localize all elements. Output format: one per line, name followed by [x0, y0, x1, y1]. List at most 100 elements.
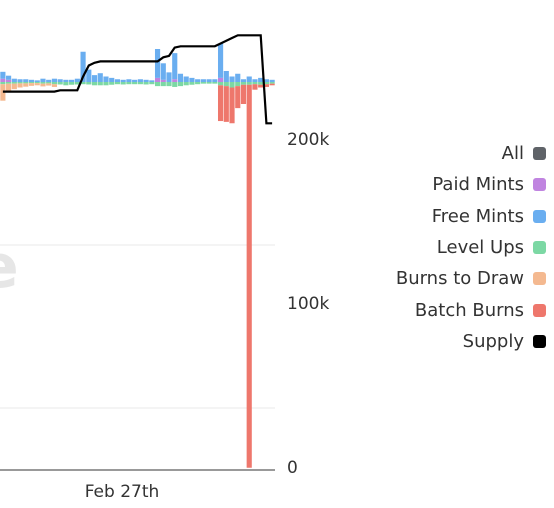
bar-free-mints	[177, 73, 184, 82]
bar-free-mints	[143, 79, 149, 82]
bar-free-mints	[263, 79, 269, 82]
legend-label: Level Ups	[436, 237, 524, 259]
bar-free-mints	[229, 76, 235, 82]
bar-free-mints	[206, 79, 212, 82]
bar-level-ups	[183, 82, 189, 86]
bar-free-mints	[114, 79, 121, 82]
bar-level-ups	[132, 82, 138, 85]
bar-free-mints	[160, 63, 166, 80]
bar-free-mints	[223, 71, 229, 82]
y-tick-label: 200k	[287, 130, 329, 150]
bar-level-ups	[40, 82, 46, 84]
bar-level-ups	[6, 82, 12, 84]
supply-line	[2, 34, 273, 125]
bar-paid-mints	[172, 79, 178, 82]
legend-item[interactable]: Free Mints	[306, 201, 546, 232]
y-tick-label: 100k	[287, 294, 329, 314]
bar-level-ups	[269, 82, 275, 84]
bar-free-mints	[132, 79, 138, 82]
legend-item[interactable]: Level Ups	[306, 232, 546, 263]
bar-free-mints	[46, 79, 52, 82]
bar-paid-mints	[217, 77, 224, 82]
bar-level-ups	[17, 82, 23, 84]
bar-batch-burns	[235, 86, 241, 109]
legend-item[interactable]: Burns to Draw	[306, 263, 546, 294]
bar-level-ups	[103, 82, 109, 86]
bar-free-mints	[91, 75, 98, 82]
bar-level-ups	[235, 82, 241, 87]
bar-level-ups	[217, 82, 224, 86]
bar-level-ups	[74, 82, 80, 85]
bar-free-mints	[120, 79, 126, 82]
y-tick-label: 0	[287, 458, 298, 478]
bar-level-ups	[252, 82, 258, 85]
bar-free-mints	[166, 72, 172, 82]
bar-level-ups	[263, 82, 269, 85]
bar-level-ups	[109, 82, 115, 85]
bar-level-ups	[126, 82, 132, 85]
bar-level-ups	[229, 82, 235, 88]
bar-batch-burns	[258, 84, 264, 88]
bar-burns-to-draw	[28, 83, 35, 86]
bar-free-mints	[137, 79, 143, 82]
bar-burns-to-draw	[46, 83, 52, 86]
bar-free-mints	[86, 69, 92, 82]
bar-free-mints	[172, 53, 178, 80]
legend-label: All	[501, 143, 524, 165]
bar-free-mints	[240, 79, 247, 82]
bar-batch-burns	[229, 87, 235, 124]
bar-free-mints	[74, 78, 80, 82]
legend-item[interactable]: Batch Burns	[306, 294, 546, 325]
bar-level-ups	[172, 82, 178, 87]
legend-swatch	[533, 178, 546, 192]
watermark-text: e	[0, 232, 19, 302]
bar-free-mints	[109, 77, 115, 82]
legend-item[interactable]: Paid Mints	[306, 169, 546, 200]
legend-label: Free Mints	[431, 205, 524, 227]
bar-free-mints	[246, 76, 252, 82]
bar-level-ups	[86, 82, 92, 85]
legend-swatch	[533, 209, 546, 223]
bar-free-mints	[40, 78, 46, 82]
bar-batch-burns	[217, 85, 224, 122]
axes-layer: 200k 100k 0 Feb 27th	[0, 130, 329, 502]
legend-label: Batch Burns	[414, 299, 524, 321]
bar-free-mints	[63, 79, 69, 82]
bar-level-ups	[246, 82, 252, 85]
bar-burns-to-draw	[40, 83, 46, 87]
bar-batch-burns	[269, 83, 275, 86]
legend-label: Burns to Draw	[395, 268, 524, 290]
bar-level-ups	[57, 82, 63, 85]
bar-paid-mints	[160, 79, 166, 82]
bar-free-mints	[195, 79, 201, 82]
bar-batch-burns	[246, 84, 252, 468]
bar-free-mints	[80, 51, 86, 82]
bar-burns-to-draw	[6, 83, 12, 92]
bar-free-mints	[34, 80, 40, 82]
legend-item[interactable]: All	[306, 138, 546, 169]
bar-level-ups	[189, 82, 195, 85]
bar-free-mints	[6, 75, 12, 80]
legend-swatch	[533, 272, 546, 286]
bar-level-ups	[34, 82, 40, 84]
bar-level-ups	[63, 82, 69, 86]
bar-free-mints	[200, 79, 206, 82]
bar-free-mints	[189, 77, 195, 82]
bar-level-ups	[223, 82, 229, 87]
legend: All Paid Mints Free Mints Level Ups Burns to…	[306, 138, 546, 357]
legend-swatch	[533, 147, 546, 161]
bar-free-mints	[183, 76, 189, 82]
x-tick-label: Feb 27th	[85, 482, 160, 502]
bar-level-ups	[195, 82, 201, 85]
bar-level-ups	[46, 82, 52, 84]
bar-level-ups	[143, 82, 149, 85]
bar-free-mints	[258, 77, 264, 82]
legend-item[interactable]: Supply	[306, 326, 546, 357]
bar-burns-to-draw	[17, 83, 23, 88]
bar-level-ups	[28, 82, 35, 84]
bar-paid-mints	[0, 78, 6, 82]
bar-free-mints	[126, 79, 132, 82]
bar-level-ups	[97, 82, 103, 86]
bar-paid-mints	[154, 77, 161, 82]
